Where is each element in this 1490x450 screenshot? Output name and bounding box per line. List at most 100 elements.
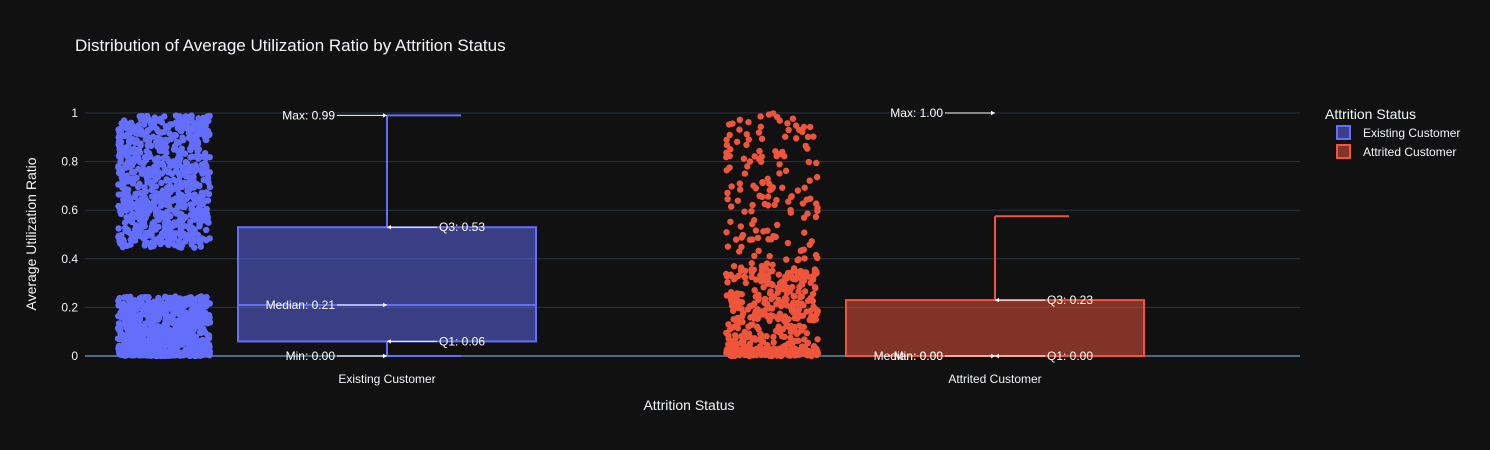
data-point: [124, 158, 132, 166]
data-point: [202, 155, 209, 162]
data-point: [733, 138, 741, 145]
data-point: [793, 274, 801, 281]
data-point: [148, 223, 156, 231]
data-point: [193, 164, 200, 171]
legend-item-existing[interactable]: Existing Customer: [1336, 125, 1460, 140]
data-point: [197, 201, 204, 208]
data-point: [206, 235, 213, 242]
data-point: [179, 134, 186, 141]
data-point: [800, 123, 808, 131]
data-point: [776, 170, 783, 177]
data-point: [801, 336, 808, 343]
data-point: [737, 264, 745, 271]
data-point: [810, 133, 817, 140]
data-point: [172, 167, 180, 175]
data-point: [135, 211, 142, 218]
data-point: [793, 135, 800, 142]
data-point: [798, 293, 806, 300]
data-point: [760, 284, 767, 291]
data-point: [723, 136, 730, 144]
data-point: [738, 234, 745, 241]
data-point: [745, 118, 752, 126]
data-point: [796, 322, 803, 329]
data-point: [196, 222, 203, 229]
data-point: [785, 198, 792, 205]
data-point: [811, 284, 819, 291]
data-point: [758, 332, 765, 339]
y-tick-label: 1: [71, 106, 78, 120]
data-point: [203, 205, 210, 213]
data-point: [764, 175, 771, 183]
data-point: [727, 352, 734, 359]
data-point: [775, 271, 783, 278]
data-point: [129, 180, 137, 187]
data-point: [131, 341, 139, 349]
data-point: [170, 196, 177, 203]
data-point: [785, 340, 792, 347]
data-point: [786, 288, 794, 295]
data-point: [117, 210, 125, 218]
data-point: [147, 243, 155, 251]
data-point: [755, 291, 762, 299]
data-point: [115, 326, 122, 333]
data-point: [766, 252, 773, 260]
data-point: [747, 321, 754, 329]
data-point: [765, 180, 773, 187]
data-point: [166, 187, 173, 194]
data-point: [746, 344, 754, 352]
data-point: [196, 182, 203, 189]
data-point: [722, 270, 730, 278]
data-point: [754, 313, 762, 321]
data-point: [741, 328, 748, 336]
data-point: [728, 183, 735, 190]
data-point: [173, 157, 180, 165]
data-point: [723, 292, 731, 299]
data-point: [769, 349, 777, 357]
data-point: [146, 314, 153, 321]
data-point: [161, 326, 169, 333]
data-point: [204, 117, 211, 125]
data-point: [115, 164, 122, 171]
data-point: [203, 349, 210, 356]
data-point: [180, 222, 188, 230]
data-point: [125, 302, 133, 309]
data-point: [754, 234, 762, 242]
legend-title: Attrition Status: [1325, 106, 1416, 122]
data-point: [729, 307, 737, 315]
data-point: [749, 201, 756, 209]
data-point: [148, 181, 155, 188]
data-point: [752, 308, 759, 315]
data-point: [136, 216, 144, 224]
data-point: [133, 336, 141, 344]
data-point: [170, 176, 177, 184]
data-point: [157, 337, 164, 345]
box-layer: [237, 114, 1145, 357]
data-point: [750, 266, 758, 273]
data-point: [148, 193, 156, 200]
data-point: [734, 197, 742, 204]
data-point: [161, 113, 168, 120]
data-point: [781, 273, 789, 281]
data-point: [774, 289, 781, 296]
data-point: [187, 294, 195, 301]
data-point: [766, 186, 774, 194]
data-point: [206, 112, 213, 120]
data-point: [769, 312, 777, 320]
data-point: [741, 274, 749, 281]
data-point: [782, 133, 789, 140]
data-point: [130, 145, 138, 153]
data-point: [743, 141, 750, 149]
data-point: [206, 169, 213, 176]
y-tick-label: 0.4: [61, 252, 78, 266]
data-point: [205, 219, 212, 226]
data-point: [730, 275, 738, 283]
data-point: [191, 305, 199, 313]
data-point: [174, 300, 181, 308]
data-point: [791, 314, 798, 322]
data-point: [739, 318, 746, 326]
data-point: [782, 167, 790, 175]
legend-item-attrited[interactable]: Attrited Customer: [1336, 144, 1456, 159]
data-point: [801, 288, 809, 295]
data-point: [723, 229, 730, 236]
